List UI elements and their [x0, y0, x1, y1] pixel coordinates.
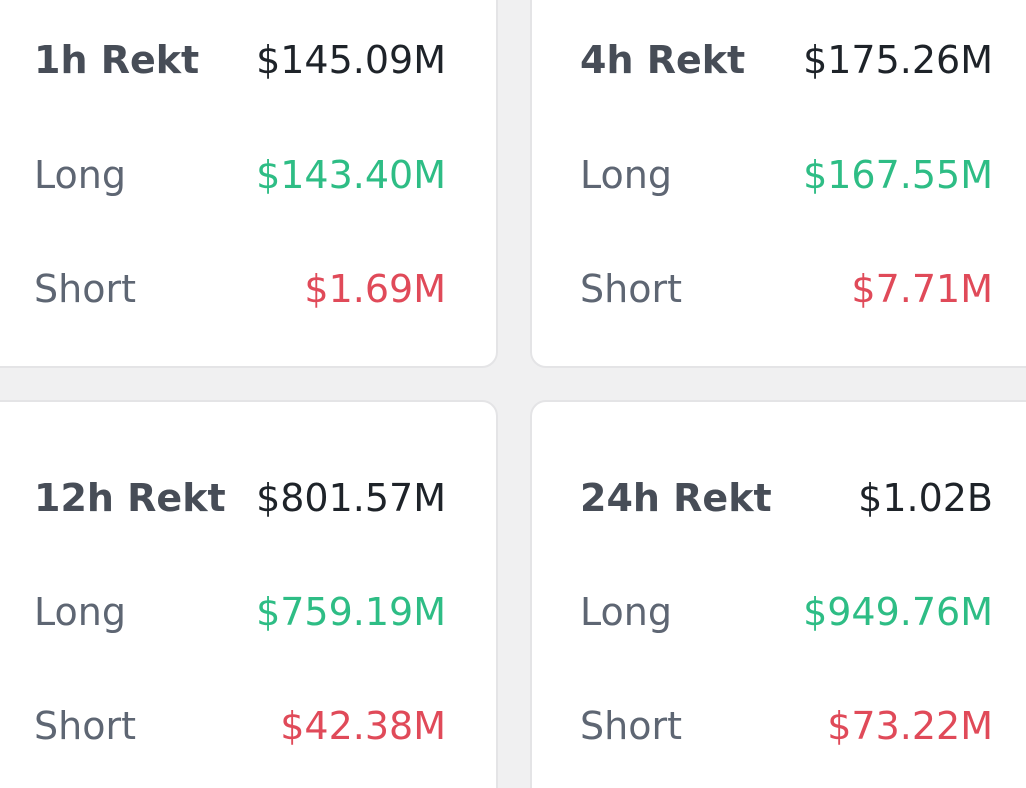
short-label: Short: [580, 267, 682, 311]
long-value: $949.76M: [803, 590, 993, 634]
short-value: $73.22M: [827, 704, 993, 748]
rekt-total-value: $145.09M: [256, 38, 446, 82]
rekt-card-4h[interactable]: [530, 0, 1026, 368]
rekt-title: 4h Rekt: [580, 38, 746, 82]
rekt-title: 24h Rekt: [580, 476, 772, 520]
long-value: $759.19M: [256, 590, 446, 634]
short-value: $42.38M: [280, 704, 446, 748]
long-label: Long: [580, 153, 672, 197]
long-value: $143.40M: [256, 153, 446, 197]
rekt-header-row: 24h Rekt $1.02B: [580, 468, 993, 528]
rekt-total-value: $175.26M: [803, 38, 993, 82]
short-value: $1.69M: [304, 267, 446, 311]
short-value: $7.71M: [851, 267, 993, 311]
rekt-header-row: 1h Rekt $145.09M: [34, 30, 446, 90]
rekt-total-value: $1.02B: [858, 476, 993, 520]
short-label: Short: [34, 267, 136, 311]
long-value: $167.55M: [803, 153, 993, 197]
long-row: Long $167.55M: [580, 145, 993, 205]
rekt-title: 1h Rekt: [34, 38, 200, 82]
short-label: Short: [34, 704, 136, 748]
rekt-title: 12h Rekt: [34, 476, 226, 520]
rekt-header-row: 4h Rekt $175.26M: [580, 30, 993, 90]
rekt-card-12h[interactable]: [0, 400, 498, 788]
rekt-card-1h[interactable]: [0, 0, 498, 368]
short-row: Short $7.71M: [580, 259, 993, 319]
long-row: Long $949.76M: [580, 582, 993, 642]
long-row: Long $143.40M: [34, 145, 446, 205]
short-row: Short $1.69M: [34, 259, 446, 319]
long-label: Long: [34, 590, 126, 634]
rekt-total-value: $801.57M: [256, 476, 446, 520]
short-row: Short $42.38M: [34, 696, 446, 756]
long-label: Long: [580, 590, 672, 634]
rekt-card-24h[interactable]: [530, 400, 1026, 788]
short-row: Short $73.22M: [580, 696, 993, 756]
rekt-header-row: 12h Rekt $801.57M: [34, 468, 446, 528]
short-label: Short: [580, 704, 682, 748]
long-label: Long: [34, 153, 126, 197]
long-row: Long $759.19M: [34, 582, 446, 642]
